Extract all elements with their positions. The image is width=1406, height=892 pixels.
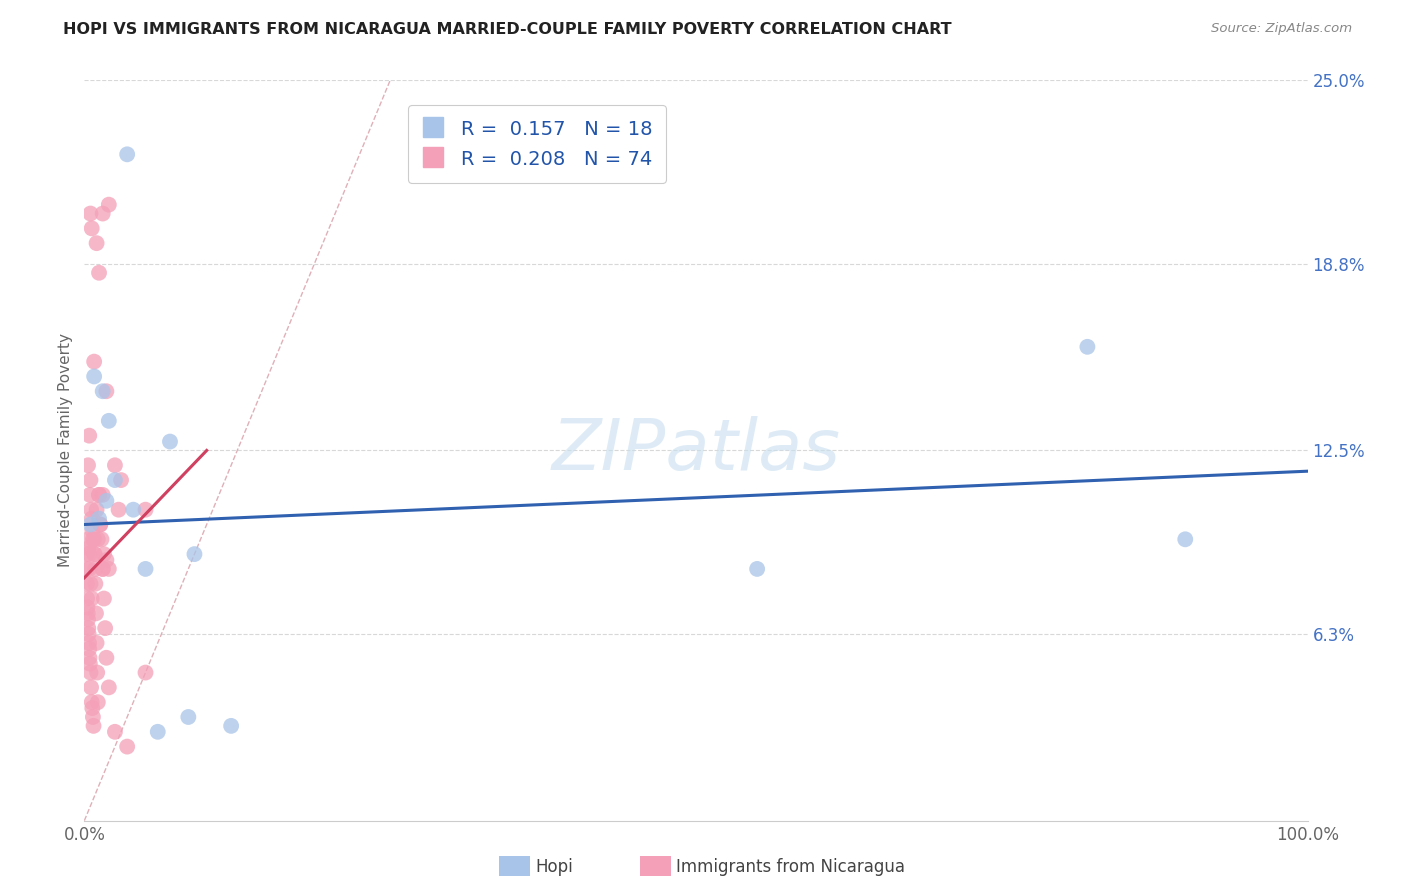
Point bbox=[75, 547, 97, 561]
Point bbox=[83, 719, 105, 733]
Point bbox=[96, 384, 118, 399]
Point bbox=[159, 434, 181, 449]
Point bbox=[86, 236, 108, 251]
Point bbox=[79, 650, 101, 665]
Point bbox=[107, 502, 129, 516]
Point bbox=[77, 428, 100, 442]
Point bbox=[104, 473, 127, 487]
Point bbox=[183, 547, 205, 561]
Point bbox=[84, 576, 107, 591]
Point bbox=[219, 719, 242, 733]
Point bbox=[87, 533, 110, 547]
Point bbox=[96, 493, 118, 508]
Y-axis label: Married-Couple Family Poverty: Married-Couple Family Poverty bbox=[58, 334, 73, 567]
Point bbox=[91, 562, 114, 576]
Point bbox=[91, 384, 114, 399]
Point bbox=[77, 562, 100, 576]
Point bbox=[146, 724, 169, 739]
Point bbox=[79, 657, 101, 671]
Point bbox=[80, 221, 103, 235]
Point bbox=[135, 562, 157, 576]
Point bbox=[177, 710, 200, 724]
Text: HOPI VS IMMIGRANTS FROM NICARAGUA MARRIED-COUPLE FAMILY POVERTY CORRELATION CHAR: HOPI VS IMMIGRANTS FROM NICARAGUA MARRIE… bbox=[63, 22, 952, 37]
Text: ZIPatlas: ZIPatlas bbox=[551, 416, 841, 485]
Point bbox=[104, 724, 127, 739]
Point bbox=[82, 710, 104, 724]
Text: Source: ZipAtlas.com: Source: ZipAtlas.com bbox=[1212, 22, 1353, 36]
Point bbox=[77, 641, 100, 656]
Point bbox=[76, 576, 98, 591]
Point bbox=[77, 612, 100, 626]
Point bbox=[77, 533, 100, 547]
Point bbox=[77, 541, 100, 556]
Point bbox=[96, 553, 118, 567]
Point bbox=[80, 511, 103, 525]
Point bbox=[86, 665, 108, 680]
Point bbox=[115, 739, 138, 754]
Point bbox=[87, 695, 110, 709]
Point bbox=[115, 147, 138, 161]
Point bbox=[93, 591, 115, 606]
Point bbox=[97, 414, 120, 428]
Point bbox=[1076, 340, 1098, 354]
Point bbox=[90, 533, 112, 547]
Point bbox=[135, 665, 157, 680]
Point bbox=[80, 502, 103, 516]
Point bbox=[79, 517, 101, 532]
Text: Hopi: Hopi bbox=[536, 858, 574, 876]
Point bbox=[80, 681, 103, 695]
Point bbox=[110, 473, 132, 487]
Point bbox=[91, 488, 114, 502]
Point bbox=[91, 562, 114, 576]
Point bbox=[83, 354, 105, 368]
Point bbox=[77, 627, 100, 641]
Point bbox=[77, 547, 100, 561]
Point bbox=[93, 547, 115, 561]
Point bbox=[76, 600, 98, 615]
Point bbox=[86, 636, 108, 650]
Point bbox=[77, 636, 100, 650]
Point bbox=[79, 665, 101, 680]
Point bbox=[77, 621, 100, 635]
Point bbox=[83, 369, 105, 384]
Point bbox=[89, 517, 111, 532]
Point bbox=[84, 607, 107, 621]
Point bbox=[82, 524, 104, 538]
Point bbox=[83, 547, 105, 561]
Point bbox=[76, 607, 98, 621]
Point bbox=[97, 681, 120, 695]
Point bbox=[83, 533, 105, 547]
Point bbox=[79, 488, 101, 502]
Point bbox=[87, 488, 110, 502]
Point bbox=[94, 621, 117, 635]
Legend: R =  0.157   N = 18, R =  0.208   N = 74: R = 0.157 N = 18, R = 0.208 N = 74 bbox=[408, 104, 666, 183]
Point bbox=[76, 562, 98, 576]
Point bbox=[80, 695, 103, 709]
Point bbox=[86, 502, 108, 516]
Point bbox=[97, 562, 120, 576]
Point bbox=[79, 206, 101, 220]
Point bbox=[87, 266, 110, 280]
Point bbox=[135, 502, 157, 516]
Point bbox=[83, 547, 105, 561]
Point bbox=[84, 562, 107, 576]
Point bbox=[77, 458, 100, 473]
Point bbox=[79, 576, 101, 591]
Point bbox=[91, 206, 114, 220]
Point bbox=[97, 197, 120, 211]
Point bbox=[79, 473, 101, 487]
Point bbox=[87, 511, 110, 525]
Point bbox=[747, 562, 769, 576]
Point bbox=[87, 488, 110, 502]
Point bbox=[1174, 533, 1197, 547]
Point bbox=[80, 591, 103, 606]
Point bbox=[82, 533, 104, 547]
Point bbox=[104, 458, 127, 473]
Point bbox=[122, 502, 145, 516]
Point bbox=[82, 701, 104, 715]
Text: Immigrants from Nicaragua: Immigrants from Nicaragua bbox=[676, 858, 905, 876]
Point bbox=[89, 517, 111, 532]
Point bbox=[76, 591, 98, 606]
Point bbox=[96, 650, 118, 665]
